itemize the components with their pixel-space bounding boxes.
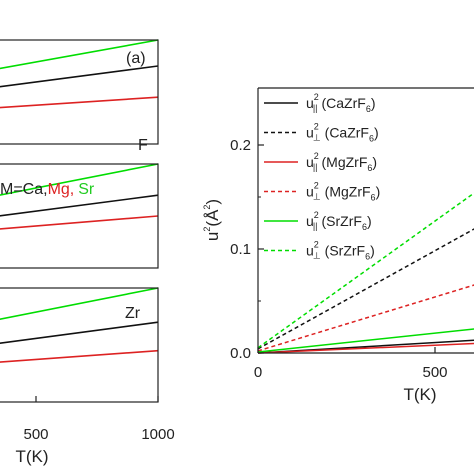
right-series-3-line	[257, 284, 474, 352]
right-panel: 0.00.10.2 0 500 T(K) u2(Å2) u2 || (CaZrF6)u…	[202, 87, 474, 404]
legend-entry-1-part-2: ⊥	[313, 133, 321, 143]
right-xtick-label-0: 0	[254, 364, 262, 381]
ylabel-unit: (Å	[203, 209, 222, 227]
legend-entry-1-part-3: (CaZrF	[325, 125, 369, 141]
legend-entry-5-part-0: u	[306, 243, 314, 259]
legend-entry-0-part-5: )	[371, 95, 376, 111]
ylabel-u: u	[203, 232, 222, 241]
legend-entry-2-part-3: (MgZrF	[322, 154, 368, 170]
right-xaxis-label: T(K)	[403, 385, 436, 404]
legend-entry-2-part-2: ||	[313, 162, 318, 172]
legend-entry-5-part-2: ⊥	[313, 251, 321, 261]
legend-entry-4-part-0: u	[306, 213, 314, 229]
ylabel-close: )	[203, 199, 222, 205]
legend-entry-5: u2 ⊥ (SrZrF6)	[306, 240, 375, 262]
legend-entry-3-part-5: )	[376, 184, 381, 200]
legend-entry-4-part-2: ||	[313, 221, 318, 231]
left-subpanel-0-series-1-line	[0, 65, 159, 88]
left-subpanel-0-series-2-line	[0, 96, 159, 109]
legend-entry-4-part-3: (SrZrF	[322, 213, 362, 229]
legend: u2 || (CaZrF6)u2 ⊥ (CaZrF6)u2 || (MgZrF6)u2 ⊥ (M…	[264, 92, 380, 262]
legend-entry-0: u2 || (CaZrF6)	[306, 92, 376, 114]
annotation-ca: M=Ca,	[0, 181, 48, 198]
atom-label-zr: Zr	[125, 305, 141, 322]
left-xtick-500: 500	[23, 426, 48, 443]
legend-entry-0-part-3: (CaZrF	[322, 95, 366, 111]
legend-entry-3-part-0: u	[306, 184, 314, 200]
legend-entry-3-part-2: ⊥	[313, 192, 321, 202]
legend-entry-0-part-2: ||	[313, 103, 318, 113]
atom-label-f: F	[138, 137, 148, 154]
legend-entry-4-part-1: 2	[314, 210, 319, 220]
legend-entry-2: u2 || (MgZrF6)	[306, 151, 377, 173]
right-series-4-line	[257, 328, 474, 353]
left-subpanel-2-series-2-line	[0, 349, 159, 363]
left-subpanel-2-series-0-line	[0, 287, 159, 320]
legend-entry-2-part-5: )	[372, 154, 377, 170]
legend-entry-2-part-4: 6	[367, 163, 372, 173]
legend-entry-3-part-4: 6	[371, 193, 376, 203]
right-yticks: 0.0 0.1 0.2	[230, 137, 264, 362]
right-xticks: 0 500	[254, 347, 448, 381]
left-subpanel-2-series-1-line	[0, 321, 159, 344]
legend-entry-1: u2 ⊥ (CaZrF6)	[306, 122, 379, 144]
left-subpanel-1-series-2-line	[0, 215, 159, 230]
left-xaxis-label: T(K)	[15, 447, 48, 466]
annotation-sr: Sr	[78, 181, 95, 198]
legend-entry-4-part-5: )	[367, 213, 372, 229]
legend-entry-3-part-3: (MgZrF	[325, 184, 371, 200]
left-subpanel-1-series-1-line	[0, 194, 159, 217]
right-series-1-line	[257, 228, 474, 350]
right-ytick-label-1: 0.1	[230, 241, 251, 258]
ylabel-unit-sup: 2	[202, 205, 212, 210]
subpanel-frame-middle	[0, 163, 159, 269]
right-yaxis-label: u2(Å2)	[202, 199, 222, 241]
right-series-5-line	[257, 192, 474, 349]
right-ytick-label-0: 0.0	[230, 345, 251, 362]
left-panel: (a) F M=Ca,Mg, Sr Zr 500 1000 T(K)	[0, 39, 175, 466]
left-series-lines	[0, 39, 159, 363]
ylabel-sup: 2	[202, 227, 212, 232]
right-series-2-line	[257, 342, 474, 354]
left-xtick-1000: 1000	[141, 426, 174, 443]
right-ytick-label-2: 0.2	[230, 137, 251, 154]
legend-entry-3-part-1: 2	[314, 181, 319, 191]
legend-entry-5-part-3: (SrZrF	[325, 243, 365, 259]
metal-annotation: M=Ca,Mg, Sr	[0, 181, 95, 198]
legend-entry-5-part-5: )	[370, 243, 375, 259]
legend-entry-2-part-0: u	[306, 154, 314, 170]
legend-entry-0-part-1: 2	[314, 92, 319, 102]
legend-entry-0-part-0: u	[306, 95, 314, 111]
legend-entry-1-part-5: )	[374, 125, 379, 141]
legend-entry-3: u2 ⊥ (MgZrF6)	[306, 181, 380, 203]
panel-label: (a)	[126, 50, 146, 67]
legend-entry-1-part-0: u	[306, 125, 314, 141]
legend-entry-4: u2 || (SrZrF6)	[306, 210, 372, 232]
legend-entry-1-part-4: 6	[369, 134, 374, 144]
right-series-lines	[257, 192, 474, 354]
left-subpanel-0-series-0-line	[0, 39, 159, 70]
annotation-mg: Mg,	[48, 181, 75, 198]
legend-entry-1-part-1: 2	[314, 122, 319, 132]
left-subpanel-1-series-0-line	[0, 163, 159, 196]
legend-entry-5-part-1: 2	[314, 240, 319, 250]
subpanel-frame-top	[0, 39, 159, 145]
right-xtick-label-1: 500	[422, 364, 447, 381]
subpanel-frame-bottom	[0, 287, 159, 403]
legend-entry-4-part-4: 6	[362, 222, 367, 232]
legend-entry-2-part-1: 2	[314, 151, 319, 161]
legend-entry-5-part-4: 6	[365, 252, 370, 262]
legend-entry-0-part-4: 6	[366, 104, 371, 114]
